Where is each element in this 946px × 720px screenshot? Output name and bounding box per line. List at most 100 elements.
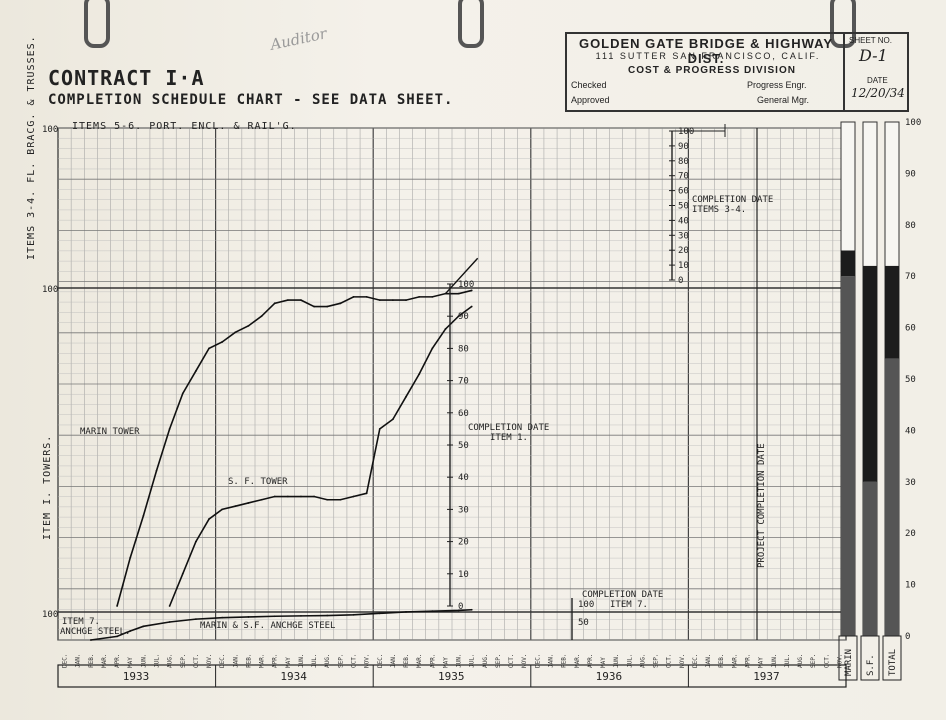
completion-34-line1: COMPLETION DATE <box>692 195 773 205</box>
item1-scale-tick-label: 50 <box>458 441 469 451</box>
month-tick-label: JUN. <box>456 654 463 668</box>
year-label: 1933 <box>123 670 150 683</box>
month-tick-label: FEB. <box>403 654 410 668</box>
sf-tower-line-point <box>168 605 171 607</box>
items34-axis-label: ITEMS 3-4. FL. BRACG. & TRUSSES. <box>26 35 37 260</box>
marin-tower-line-point <box>247 324 250 327</box>
progress-axis-tick-label: 60 <box>905 324 916 334</box>
anchor-steel-line-point <box>142 625 145 628</box>
items34-scale-tick-label: 90 <box>678 142 689 152</box>
item1-scale-tick-label: 100 <box>458 280 474 290</box>
marin-tower-line-point <box>142 514 145 517</box>
items34-scale-tick-label: 20 <box>678 246 689 256</box>
month-tick-label: SEP. <box>180 654 187 668</box>
item1-scale-tick-label: 10 <box>458 570 469 580</box>
items56-label: ITEMS 5-6. PORT. ENCL. & RAIL'G. <box>72 121 297 132</box>
month-tick-label: OCT. <box>666 654 673 668</box>
month-tick-label: FEB. <box>245 654 252 668</box>
sf-tower-line-point <box>444 328 447 330</box>
stamp-sheet-box: SHEET NO. D-1 DATE 12/20/34 <box>843 34 907 110</box>
x-axis: DEC. JAN. FEB. MAR. APR. MAY JUN. JUL. AUG. SEP. O… <box>57 654 847 688</box>
contract-title: CONTRACT I·A <box>48 66 205 90</box>
district-stamp: GOLDEN GATE BRIDGE & HIGHWAY DIST. 111 S… <box>565 32 909 112</box>
sf-tower-line-point <box>286 495 289 498</box>
binder-ring <box>458 0 484 48</box>
progress-axis-tick-label: 50 <box>905 375 916 385</box>
chart-subtitle: COMPLETION SCHEDULE CHART - SEE DATA SHE… <box>48 92 454 108</box>
anchor-steel-line-point <box>273 615 276 618</box>
year-label: 1936 <box>596 670 623 683</box>
item1-scale-tick-label: 0 <box>458 602 463 612</box>
item1-scale-tick-label: 30 <box>458 505 469 515</box>
progress-axis-tick-label: 20 <box>905 529 916 539</box>
progress-axis-tick-label: 90 <box>905 169 916 179</box>
items34-scale-tick-label: 0 <box>678 276 683 286</box>
month-tick-label: JAN. <box>232 654 239 668</box>
marin-tower-line-point <box>181 392 184 395</box>
items34-scale-tick-label: 40 <box>678 216 689 226</box>
sf-tower-line-point <box>457 315 460 318</box>
sf-tower-line-point <box>326 498 329 501</box>
sf-tower-line-point <box>181 572 184 575</box>
progress-bar-scheduled <box>863 265 877 482</box>
month-tick-label: NOV. <box>679 654 686 668</box>
marin-tower-line-point <box>260 315 263 318</box>
marin-tower-line-point <box>234 331 237 334</box>
month-tick-label: OCT. <box>508 654 515 668</box>
marin-tower-line-point <box>470 289 473 292</box>
stamp-org: GOLDEN GATE BRIDGE & HIGHWAY DIST. <box>578 36 834 66</box>
item1-axis-label: ITEM I. TOWERS. <box>42 435 53 540</box>
progress-bar-scheduled <box>841 250 855 277</box>
marin-tower-line-point <box>273 302 276 305</box>
anchor-steel-line-point <box>221 616 224 619</box>
marin-tower-line-point <box>431 295 434 298</box>
marin-tower-line-point <box>392 299 394 301</box>
item1-scale-tick-label: 20 <box>458 538 469 548</box>
month-tick-label: MAY <box>127 657 134 668</box>
stamp-progress-engr: Progress Engr. <box>747 80 807 90</box>
progress-bar-label: MARIN <box>844 649 854 676</box>
anchor-steel-line-point <box>431 610 434 613</box>
anchge-label: ANCHGE STEEL. <box>60 627 130 637</box>
progress-axis-tick-label: 80 <box>905 221 916 231</box>
progress-bar-label: TOTAL <box>888 649 898 676</box>
marin-tower-line-point <box>378 299 381 301</box>
month-tick-label: MAR. <box>416 654 423 668</box>
month-tick-label: MAY <box>758 657 765 668</box>
marin-tower-line-point <box>313 305 315 308</box>
month-tick-label: JUL. <box>784 654 791 668</box>
month-tick-label: JAN. <box>390 654 397 668</box>
month-tick-label: MAR. <box>574 654 581 668</box>
anchor-steel-line-point <box>326 614 329 617</box>
completion-34-line2: ITEMS 3-4. <box>692 205 746 215</box>
binder-ring <box>84 0 110 48</box>
sf-tower-line-point <box>418 373 421 376</box>
stamp-division: COST & PROGRESS DIVISION <box>628 65 796 76</box>
year-label: 1937 <box>753 670 780 683</box>
progress-axis-tick-label: 10 <box>905 581 916 591</box>
marin-tower-extension <box>444 257 479 295</box>
month-tick-label: DEC. <box>62 654 69 668</box>
month-tick-label: NOV. <box>521 654 528 668</box>
sf-tower-line-point <box>352 495 355 498</box>
chart-ticks: 0 10 20 30 40 50 60 70 80 90 100 0 10 20 30 40 50 60 70 80 9… <box>42 124 726 640</box>
progress-bars: MARIN S.F. TOTAL 0 10 20 30 40 50 60 70 80 90 100 <box>838 118 921 681</box>
sf-tower-line-point <box>221 508 224 511</box>
marin-tower-line-point <box>129 556 132 559</box>
items34-scale-tick-label: 80 <box>678 157 689 167</box>
sf-tower-line-point <box>365 492 368 495</box>
marin-tower-line-point <box>365 295 368 298</box>
items34-scale-tick-label: 60 <box>678 187 689 197</box>
month-tick-label: APR. <box>745 654 752 668</box>
month-tick-label: MAY <box>285 657 292 668</box>
sf-tower-line-point <box>234 505 237 508</box>
sf-tower-line-point <box>431 347 434 350</box>
progress-axis-tick-label: 40 <box>905 426 916 436</box>
month-tick-label: APR. <box>272 654 279 668</box>
anchor-steel-line-point <box>300 614 302 617</box>
progress-axis-tick-label: 70 <box>905 272 916 282</box>
anchor-steel-line-point <box>378 612 381 615</box>
left-scale-label: 100 <box>42 285 58 295</box>
progress-bar-label: S.F. <box>866 654 876 676</box>
